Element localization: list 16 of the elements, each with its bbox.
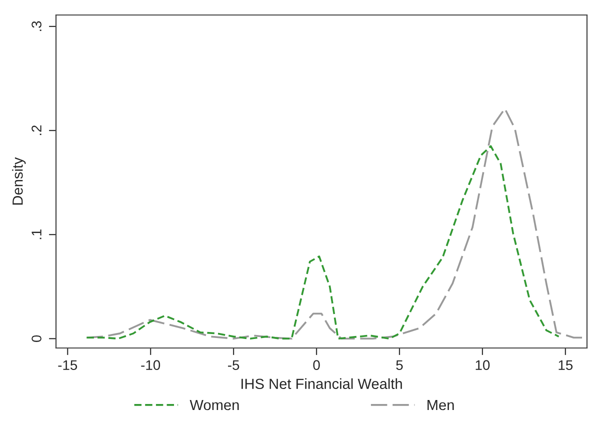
x-tick-label: -10 bbox=[141, 360, 160, 370]
x-tick-label: 5 bbox=[396, 360, 403, 370]
x-tick-label: -15 bbox=[58, 360, 78, 370]
x-axis-title: IHS Net Financial Wealth bbox=[242, 378, 402, 390]
x-tick-label: 10 bbox=[476, 360, 490, 370]
y-tick-label: .2 bbox=[32, 125, 42, 136]
line-series bbox=[86, 145, 560, 340]
y-axis-title: Density bbox=[12, 157, 26, 205]
y-tick-label: .3 bbox=[32, 21, 42, 31]
y-tick-label: 0 bbox=[32, 335, 42, 342]
x-tick-label: 15 bbox=[558, 360, 573, 370]
legend-label: Women bbox=[190, 400, 239, 410]
x-tick-label: -5 bbox=[228, 360, 240, 370]
y-tick-label: .1 bbox=[32, 229, 42, 240]
legend-label: Men bbox=[428, 400, 454, 410]
x-tick-label: 0 bbox=[313, 360, 320, 370]
